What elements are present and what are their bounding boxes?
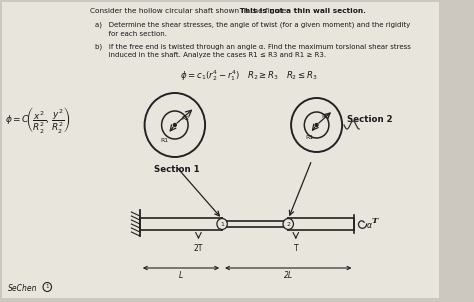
Text: Section 2: Section 2 <box>347 115 392 124</box>
Circle shape <box>217 219 228 230</box>
Text: L: L <box>179 271 183 280</box>
Text: 2: 2 <box>286 221 290 226</box>
Text: induced in the shaft. Analyze the cases R1 ≤ R3 and R1 ≥ R3.: induced in the shaft. Analyze the cases … <box>94 52 326 58</box>
Text: T: T <box>293 244 298 253</box>
Text: R3: R3 <box>321 114 330 118</box>
Circle shape <box>315 124 318 127</box>
Text: 1: 1 <box>46 284 49 290</box>
Bar <box>222 221 288 227</box>
Text: 2T: 2T <box>194 244 203 253</box>
Text: $\phi = c_1(r_2^4 - r_1^4)$   $R_2 \geq R_3$   $R_2 \leq R_3$: $\phi = c_1(r_2^4 - r_1^4)$ $R_2 \geq R_… <box>180 68 318 83</box>
Text: $\alpha$: $\alpha$ <box>366 221 373 230</box>
Text: b)   If the free end is twisted through an angle α. Find the maximum torsional s: b) If the free end is twisted through an… <box>94 43 410 50</box>
Text: for each section.: for each section. <box>94 31 166 37</box>
Bar <box>288 218 355 230</box>
Text: R2: R2 <box>182 116 190 121</box>
Text: SeChen: SeChen <box>8 284 37 293</box>
Text: a)   Determine the shear stresses, the angle of twist (for a given moment) and t: a) Determine the shear stresses, the ang… <box>94 22 410 28</box>
Text: R1: R1 <box>306 135 314 140</box>
Text: R1: R1 <box>160 138 168 143</box>
Text: T: T <box>372 217 378 225</box>
FancyBboxPatch shape <box>2 2 438 298</box>
Text: Consider the hollow circular shaft shown in the figure.: Consider the hollow circular shaft shown… <box>90 8 291 14</box>
Text: 2L: 2L <box>284 271 293 280</box>
Text: $\phi = C\!\left(\dfrac{x^2}{R_2^2},\,\dfrac{y^2}{R_2^2}\right)$: $\phi = C\!\left(\dfrac{x^2}{R_2^2},\,\d… <box>5 105 71 135</box>
Circle shape <box>173 124 176 127</box>
Text: Section 1: Section 1 <box>154 165 200 174</box>
Bar <box>140 218 222 230</box>
Text: This is not a thin wall section.: This is not a thin wall section. <box>90 8 366 14</box>
Text: 1: 1 <box>220 221 224 226</box>
Circle shape <box>283 219 293 230</box>
